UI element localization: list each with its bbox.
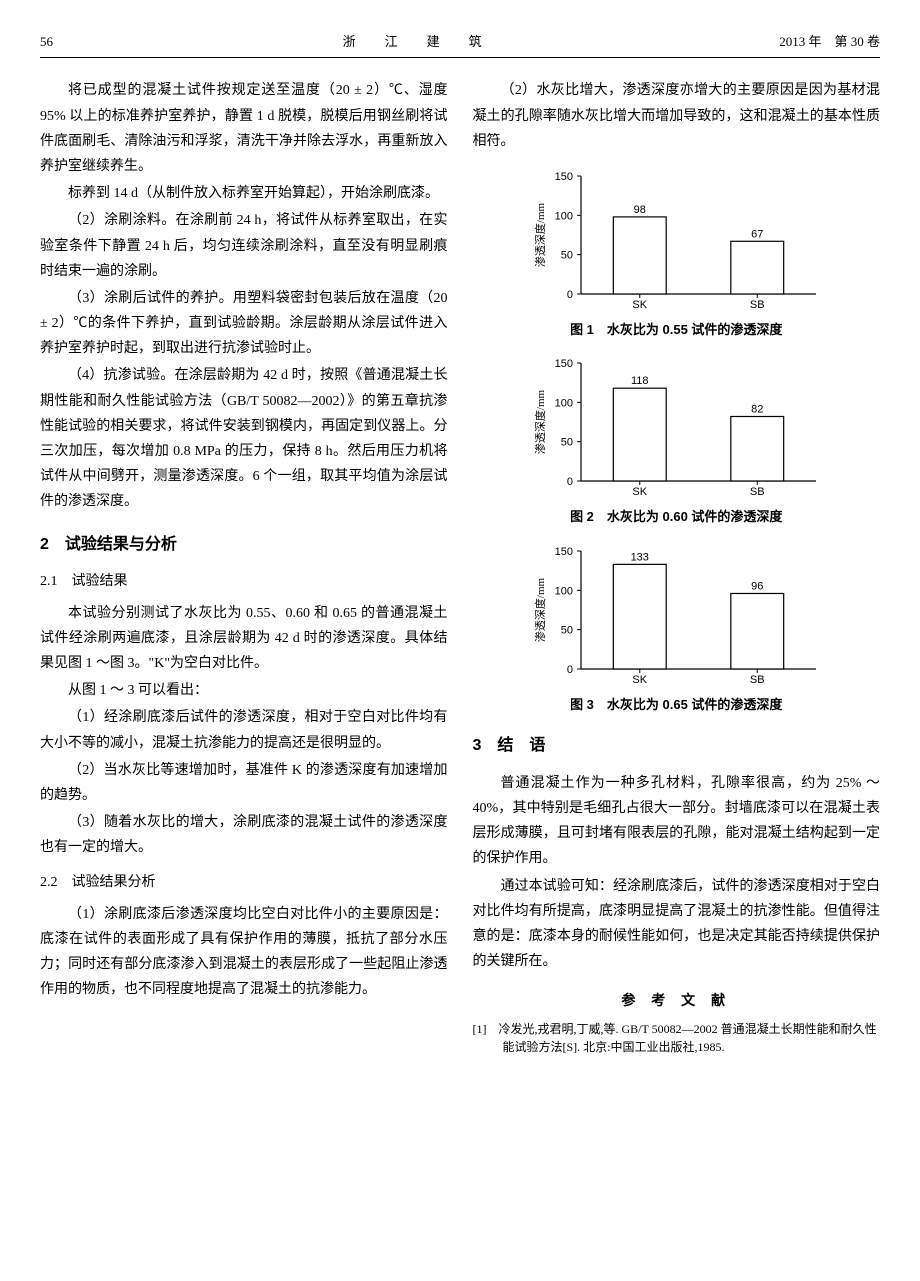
- svg-text:0: 0: [567, 289, 573, 301]
- content-columns: 将已成型的混凝土试件按规定送至温度（20 ± 2）℃、湿度 95% 以上的标准养…: [40, 78, 880, 1055]
- svg-text:133: 133: [631, 551, 649, 563]
- body-text: 从图 1 ～ 3 可以看出：: [40, 678, 448, 703]
- svg-text:0: 0: [567, 476, 573, 488]
- svg-text:96: 96: [751, 580, 763, 592]
- svg-text:50: 50: [561, 437, 573, 449]
- body-text: 本试验分别测试了水灰比为 0.55、0.60 和 0.65 的普通混凝土试件经涂…: [40, 601, 448, 677]
- svg-text:渗透深度/mm: 渗透深度/mm: [533, 202, 547, 267]
- svg-text:50: 50: [561, 624, 573, 636]
- body-text: （1）涂刷底漆后渗透深度均比空白对比件小的主要原因是：底漆在试件的表面形成了具有…: [40, 902, 448, 1003]
- svg-text:50: 50: [561, 250, 573, 262]
- body-text: （3）涂刷后试件的养护。用塑料袋密封包装后放在温度（20 ± 2）℃的条件下养护…: [40, 286, 448, 362]
- body-text: 标养到 14 d（从制件放入标养室开始算起），开始涂刷底漆。: [40, 181, 448, 206]
- chart-caption: 图 3 水灰比为 0.65 试件的渗透深度: [473, 693, 881, 716]
- chart-svg: 0 50 100 150 渗透深度/mm 133 SK 96 SB: [526, 541, 826, 691]
- svg-text:82: 82: [751, 404, 763, 416]
- journal-name: 浙 江 建 筑: [343, 30, 490, 53]
- subsection-heading: 2.2 试验结果分析: [40, 870, 448, 895]
- references-heading: 参 考 文 献: [473, 988, 881, 1013]
- svg-text:100: 100: [555, 210, 573, 222]
- left-column: 将已成型的混凝土试件按规定送至温度（20 ± 2）℃、湿度 95% 以上的标准养…: [40, 78, 448, 1055]
- right-column: （2）水灰比增大，渗透深度亦增大的主要原因是因为基材混凝土的孔隙率随水灰比增大而…: [473, 78, 881, 1055]
- body-text: （4）抗渗试验。在涂层龄期为 42 d 时，按照《普通混凝土长期性能和耐久性能试…: [40, 363, 448, 514]
- svg-text:150: 150: [555, 171, 573, 183]
- page-number: 56: [40, 30, 53, 53]
- page-header: 56 浙 江 建 筑 2013 年 第 30 卷: [40, 30, 880, 58]
- svg-text:118: 118: [631, 376, 649, 388]
- svg-text:67: 67: [751, 228, 763, 240]
- svg-text:150: 150: [555, 546, 573, 558]
- chart-caption: 图 1 水灰比为 0.55 试件的渗透深度: [473, 318, 881, 341]
- svg-text:渗透深度/mm: 渗透深度/mm: [533, 577, 547, 642]
- body-text: （2）水灰比增大，渗透深度亦增大的主要原因是因为基材混凝土的孔隙率随水灰比增大而…: [473, 78, 881, 154]
- svg-text:100: 100: [555, 398, 573, 410]
- chart-svg: 0 50 100 150 渗透深度/mm 118 SK 82 SB: [526, 353, 826, 503]
- section-heading: 2 试验结果与分析: [40, 531, 448, 560]
- body-text: （2）当水灰比等速增加时，基准件 K 的渗透深度有加速增加的趋势。: [40, 758, 448, 808]
- chart-2: 0 50 100 150 渗透深度/mm 118 SK 82 SB 图 2 水灰比为 0.60 …: [473, 353, 881, 528]
- svg-text:SK: SK: [633, 486, 648, 498]
- body-text: 通过本试验可知：经涂刷底漆后，试件的渗透深度相对于空白对比件均有所提高，底漆明显…: [473, 874, 881, 975]
- body-text: 将已成型的混凝土试件按规定送至温度（20 ± 2）℃、湿度 95% 以上的标准养…: [40, 78, 448, 179]
- svg-text:SK: SK: [633, 299, 648, 311]
- subsection-heading: 2.1 试验结果: [40, 569, 448, 594]
- chart-svg: 0 50 100 150 渗透深度/mm 98 SK 67 SB: [526, 166, 826, 316]
- svg-text:100: 100: [555, 585, 573, 597]
- body-text: 普通混凝土作为一种多孔材料，孔隙率很高，约为 25% ～ 40%，其中特别是毛细…: [473, 771, 881, 872]
- chart-3: 0 50 100 150 渗透深度/mm 133 SK 96 SB 图 3 水灰比为 0.65 …: [473, 541, 881, 716]
- section-heading: 3 结 语: [473, 732, 881, 761]
- svg-text:150: 150: [555, 358, 573, 370]
- issue-info: 2013 年 第 30 卷: [779, 30, 880, 53]
- reference-item: [1] 冷发光,戎君明,丁威,等. GB/T 50082—2002 普通混凝土长…: [473, 1020, 881, 1056]
- svg-text:SK: SK: [633, 674, 648, 686]
- svg-text:SB: SB: [750, 486, 765, 498]
- svg-text:SB: SB: [750, 674, 765, 686]
- chart-caption: 图 2 水灰比为 0.60 试件的渗透深度: [473, 505, 881, 528]
- body-text: （1）经涂刷底漆后试件的渗透深度，相对于空白对比件均有大小不等的减小，混凝土抗渗…: [40, 705, 448, 755]
- chart-1: 0 50 100 150 渗透深度/mm 98 SK 67 SB 图 1 水灰比为 0.55 试…: [473, 166, 881, 341]
- body-text: （2）涂刷涂料。在涂刷前 24 h，将试件从标养室取出，在实验室条件下静置 24…: [40, 208, 448, 284]
- body-text: （3）随着水灰比的增大，涂刷底漆的混凝土试件的渗透深度也有一定的增大。: [40, 810, 448, 860]
- svg-text:0: 0: [567, 664, 573, 676]
- svg-text:SB: SB: [750, 299, 765, 311]
- svg-text:98: 98: [634, 204, 646, 216]
- svg-text:渗透深度/mm: 渗透深度/mm: [533, 390, 547, 455]
